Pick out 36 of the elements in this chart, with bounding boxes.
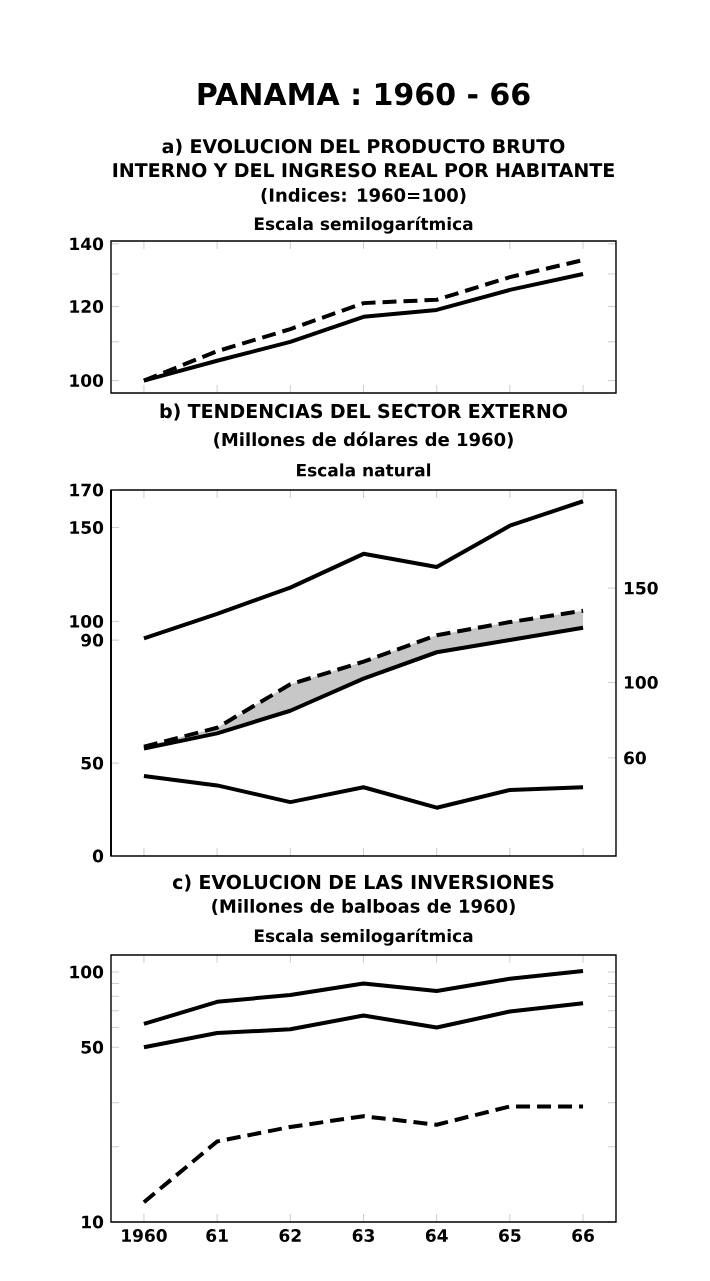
y-tick-label: 90 (81, 633, 104, 647)
y2-tick-label: 60 (624, 751, 646, 765)
y2-tick-label: 100 (624, 676, 658, 689)
chart-title: b) TENDENCIAS DEL SECTOR EXTERNO (160, 403, 568, 421)
line-series (141, 968, 586, 1026)
chart-subtitle: (Millones de balboas de 1960) (212, 898, 515, 916)
y-tick-label: 100 (70, 965, 104, 979)
y-tick-label: 120 (70, 300, 104, 313)
y-tick-label: 50 (81, 1040, 104, 1054)
chart-subtitle: (Indices: 1960=100) (261, 187, 466, 205)
line-series (141, 1001, 586, 1050)
line-series (141, 774, 586, 810)
y-tick-label: 170 (70, 483, 104, 497)
x-tick-label: 63 (352, 1229, 374, 1242)
chart-title: a) EVOLUCION DEL PRODUCTO BRUTO INTERNO Y DEL INGRESO REAL POR HABITANTE (113, 138, 614, 178)
y2-tick-label: 150 (624, 581, 658, 595)
text: PANAMA : 1960 - 66 (198, 82, 530, 106)
y-tick-label: 150 (70, 521, 104, 534)
x-tick-label: 65 (499, 1229, 521, 1242)
y-tick-label: 100 (70, 614, 104, 628)
y3-tick-label: 0 (92, 849, 104, 863)
chart-title: c) EVOLUCION DE LAS INVERSIONES (172, 874, 554, 892)
x-tick-label: 66 (572, 1229, 594, 1242)
text: Escala natural (297, 463, 431, 477)
line-series (141, 1104, 586, 1205)
line-series (141, 499, 586, 641)
text: Escala semilogarítmica (254, 928, 473, 946)
x-tick-label: 61 (206, 1229, 228, 1242)
x-tick-label: 64 (425, 1229, 448, 1242)
y-tick-label: 10 (82, 1215, 104, 1229)
x-tick-label: 1960 (122, 1229, 167, 1242)
y-tick-label: 140 (70, 237, 104, 251)
chart-subtitle: (Millones de dólares de 1960) (214, 431, 513, 449)
x-tick-label: 62 (279, 1229, 301, 1242)
text: Escala semilogarítmica (254, 216, 473, 234)
y-tick-label: 100 (70, 374, 104, 388)
